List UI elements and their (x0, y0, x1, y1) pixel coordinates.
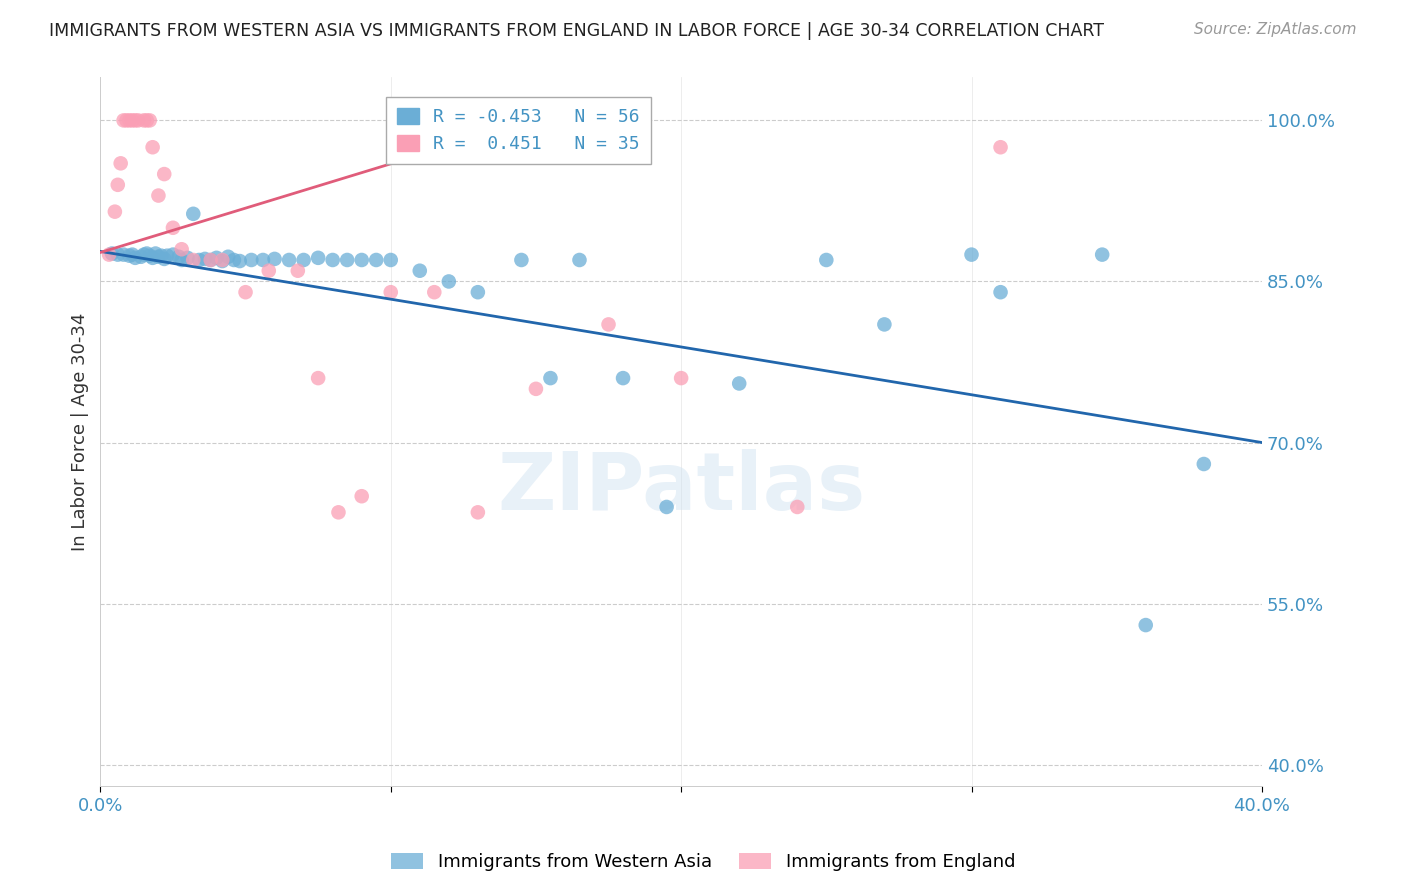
Point (170, 252, 193, 267)
Point (107, 247, 129, 261)
Point (104, 204, 127, 219)
Point (138, 113, 160, 128)
Text: ZIPatlas: ZIPatlas (496, 450, 865, 527)
Point (110, 156, 132, 170)
Point (129, 250, 152, 264)
Point (107, 178, 129, 192)
Point (336, 252, 359, 267)
Point (170, 242, 193, 256)
Point (135, 113, 157, 128)
Point (121, 247, 143, 261)
Point (162, 220, 184, 235)
Point (148, 250, 170, 264)
Y-axis label: In Labor Force | Age 30-34: In Labor Force | Age 30-34 (72, 312, 89, 551)
Point (598, 318, 620, 332)
Point (252, 252, 274, 267)
Point (728, 376, 751, 391)
Point (194, 252, 217, 266)
Point (200, 252, 222, 267)
Point (467, 285, 489, 300)
Point (524, 382, 547, 396)
Point (467, 505, 489, 519)
Text: Source: ZipAtlas.com: Source: ZipAtlas.com (1194, 22, 1357, 37)
Point (423, 285, 446, 300)
Point (240, 252, 263, 267)
Point (287, 264, 309, 278)
Point (112, 113, 135, 128)
Point (307, 371, 329, 385)
Legend: R = -0.453   N = 56, R =  0.451   N = 35: R = -0.453 N = 56, R = 0.451 N = 35 (387, 97, 651, 164)
Point (278, 252, 301, 267)
Point (350, 489, 373, 503)
Point (990, 140, 1012, 154)
Point (292, 252, 315, 267)
Point (138, 249, 160, 263)
Point (1091, 247, 1114, 261)
Point (380, 252, 402, 267)
Point (235, 285, 257, 300)
Point (437, 275, 460, 289)
Point (1192, 457, 1215, 471)
Point (153, 252, 176, 266)
Point (142, 251, 165, 265)
Point (568, 252, 591, 267)
Point (612, 371, 634, 385)
Point (669, 371, 692, 385)
Point (181, 252, 204, 267)
Point (118, 249, 141, 263)
Point (263, 252, 285, 266)
Point (380, 285, 402, 300)
Point (156, 249, 179, 263)
Point (366, 252, 388, 267)
Point (815, 252, 838, 267)
Point (132, 247, 155, 261)
Point (540, 371, 562, 385)
Point (205, 251, 228, 265)
Point (211, 252, 233, 267)
Point (176, 251, 198, 265)
Point (217, 250, 239, 264)
Point (510, 252, 533, 267)
Point (307, 251, 329, 265)
Point (118, 113, 141, 128)
Point (200, 252, 222, 267)
Point (101, 246, 124, 260)
Point (115, 113, 138, 128)
Point (188, 252, 211, 267)
Point (328, 505, 350, 519)
Point (322, 252, 344, 267)
Point (1135, 618, 1157, 632)
Point (148, 188, 170, 202)
Point (990, 285, 1012, 300)
Point (211, 254, 233, 268)
Point (145, 246, 167, 260)
Point (135, 246, 157, 260)
Point (162, 247, 184, 261)
Point (124, 251, 146, 265)
Point (124, 113, 146, 128)
Point (127, 113, 149, 128)
Point (786, 500, 808, 514)
Point (150, 249, 173, 263)
Point (142, 140, 165, 154)
Point (153, 167, 176, 181)
Legend: Immigrants from Western Asia, Immigrants from England: Immigrants from Western Asia, Immigrants… (384, 846, 1022, 879)
Point (167, 250, 190, 264)
Point (181, 207, 204, 221)
Point (257, 264, 280, 278)
Point (960, 247, 983, 261)
Text: IMMIGRANTS FROM WESTERN ASIA VS IMMIGRANTS FROM ENGLAND IN LABOR FORCE | AGE 30-: IMMIGRANTS FROM WESTERN ASIA VS IMMIGRAN… (49, 22, 1104, 40)
Point (222, 252, 245, 267)
Point (350, 252, 373, 267)
Point (132, 113, 155, 128)
Point (121, 113, 143, 128)
Point (409, 264, 432, 278)
Point (98, 247, 121, 261)
Point (112, 247, 135, 261)
Point (873, 318, 896, 332)
Point (229, 254, 252, 268)
Point (655, 500, 678, 514)
